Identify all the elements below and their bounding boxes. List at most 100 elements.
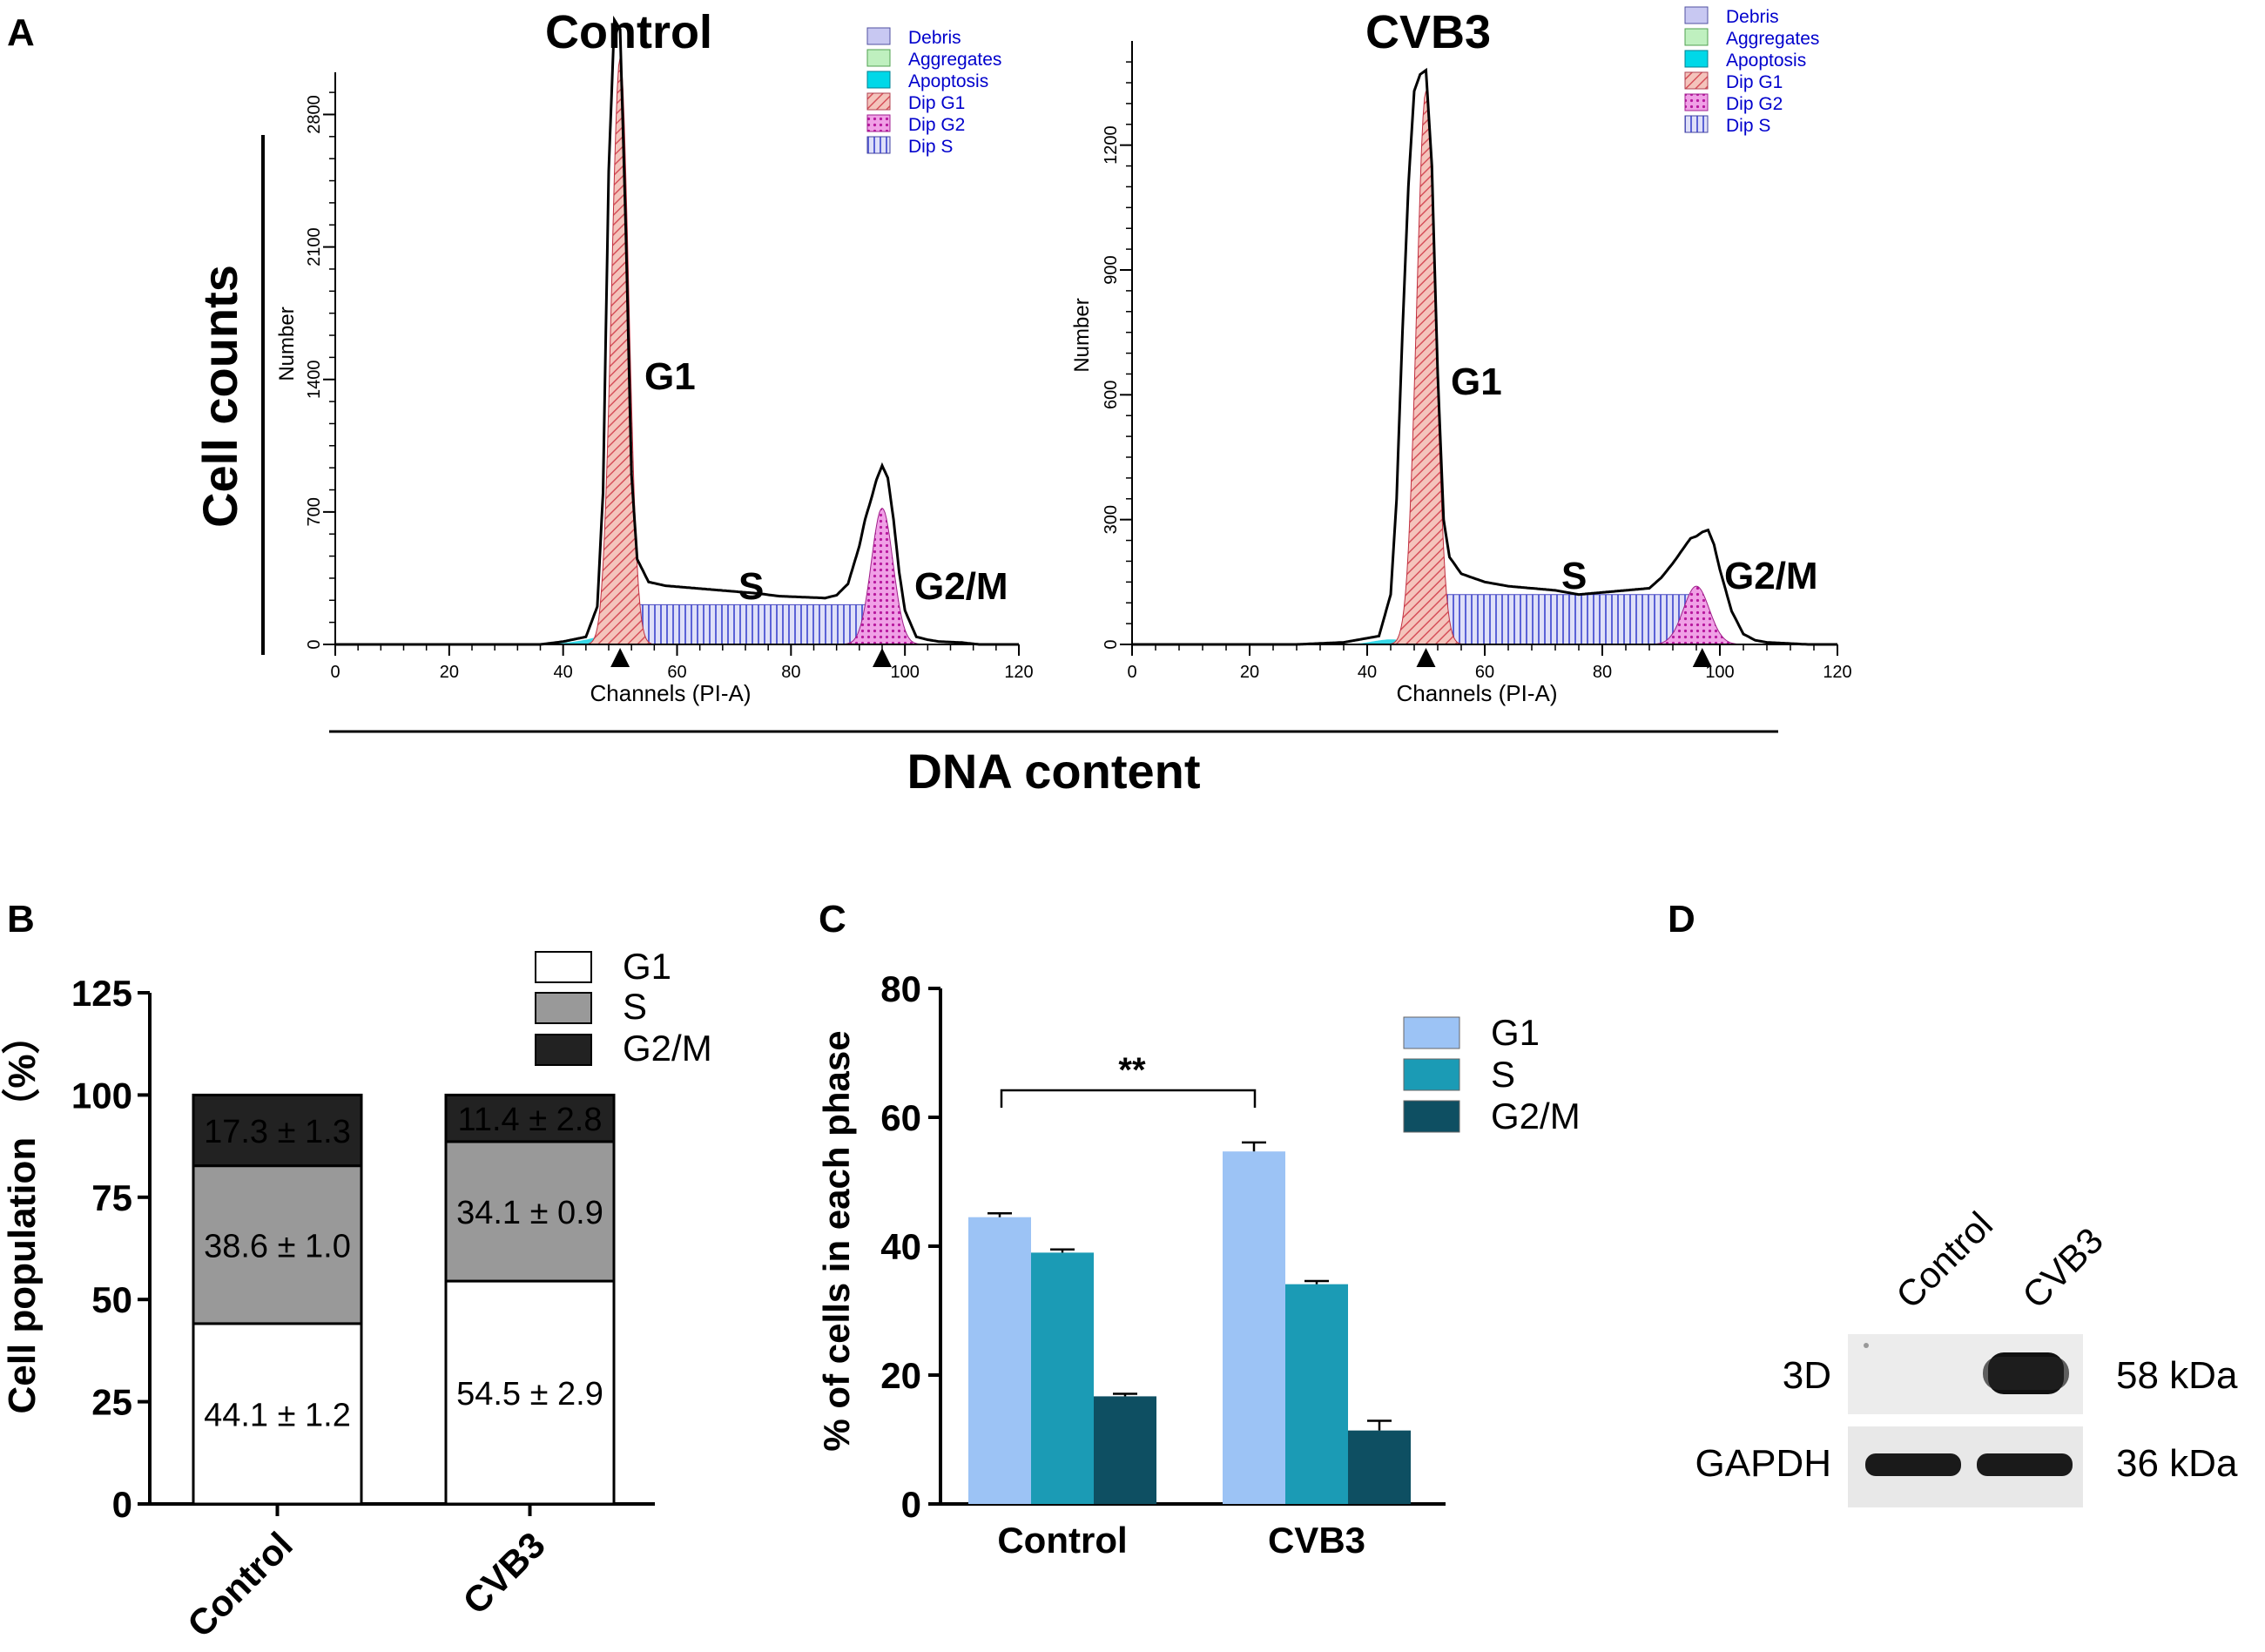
chart-ylabel: Cell population （%） <box>1 1015 44 1413</box>
x-tick-label: Control <box>997 1520 1127 1561</box>
histogram-ylabel: Number <box>275 307 299 381</box>
bar-value-label: 11.4 ± 2.8 <box>458 1102 603 1138</box>
legend-label-g1: G1 <box>623 946 671 987</box>
y-tick-label: 1200 <box>1102 125 1121 165</box>
panel-b-label: B <box>7 898 35 941</box>
y-tick-label: 125 <box>71 973 132 1014</box>
bar-g2m <box>1348 1430 1411 1504</box>
blot-row-label-gapdh: GAPDH <box>1695 1442 1831 1485</box>
legend-label-s: S <box>623 986 647 1027</box>
legend-label-debris: Debris <box>908 28 961 48</box>
x-tick-label: 60 <box>667 663 686 682</box>
y-tick-label: 75 <box>91 1177 132 1218</box>
bar-value-label: 34.1 ± 0.9 <box>456 1195 603 1231</box>
legend-label-dip-g2: Dip G2 <box>1726 94 1783 114</box>
panel-a-label: A <box>7 11 35 54</box>
bar-g2m <box>1094 1396 1156 1504</box>
histogram-ylabel: Number <box>1070 298 1094 372</box>
histogram-legend: Debris Aggregates Apoptosis Dip G1 Dip G… <box>866 27 1001 157</box>
legend-label-s: S <box>1491 1054 1515 1095</box>
peak-label-g2m: G2/M <box>1724 555 1818 597</box>
y-tick-label: 0 <box>112 1484 132 1525</box>
chart-ylabel: % of cells in each phase <box>816 1030 857 1451</box>
blot-band-gapdh-cvb3 <box>1977 1453 2073 1476</box>
y-tick-label: 0 <box>305 639 324 649</box>
x-tick-label: 100 <box>1705 663 1734 682</box>
y-tick-label: 700 <box>305 497 324 526</box>
bar-value-label: 54.5 ± 2.9 <box>456 1376 603 1413</box>
y-tick-label: 600 <box>1102 381 1121 409</box>
legend-label-debris: Debris <box>1726 7 1779 27</box>
peak-label-g1: G1 <box>644 355 696 398</box>
outer-ylabel: Cell counts <box>192 265 247 528</box>
histogram-cvb3: CVB3 Number Channels (PI-A) G1 S G2/M De… <box>1070 6 1852 706</box>
legend-label-g2m: G2/M <box>1491 1096 1581 1136</box>
peak-label-g1: G1 <box>1451 361 1502 403</box>
x-tick-label: 0 <box>1127 663 1136 682</box>
y-tick-label: 0 <box>1102 639 1121 649</box>
legend-label-apoptosis: Apoptosis <box>1726 51 1806 71</box>
legend-swatch-debris <box>1684 6 1709 24</box>
peak-label-s: S <box>738 565 764 608</box>
y-tick-label: 2800 <box>305 95 324 134</box>
bar-value-label: 38.6 ± 1.0 <box>204 1228 351 1264</box>
y-tick-label: 80 <box>880 968 921 1009</box>
legend-label-dip-g1: Dip G1 <box>908 93 965 113</box>
bar-s <box>1031 1252 1094 1504</box>
peak-marker <box>1692 648 1712 667</box>
x-tick-label: 60 <box>1475 663 1494 682</box>
y-tick-label: 40 <box>880 1226 921 1267</box>
lane-label-control: Control <box>1888 1204 2000 1316</box>
y-tick-label: 25 <box>91 1382 132 1423</box>
histogram-xlabel: Channels (PI-A) <box>1397 680 1558 706</box>
x-tick-label: 80 <box>781 663 800 682</box>
x-tick-label: 40 <box>1358 663 1377 682</box>
peak-marker <box>1416 648 1436 667</box>
legend-label-dip-g2: Dip G2 <box>908 115 965 135</box>
legend-swatch-g2m <box>535 1034 592 1066</box>
bar-segment-g1 <box>444 1279 616 1506</box>
peak-label-s: S <box>1561 555 1587 597</box>
legend-swatch-dip-g2 <box>866 114 891 132</box>
significance-bracket <box>1000 1089 1257 1108</box>
western-blot: Control CVB3 3D GAPDH 58 kDa 36 kDa <box>1695 1204 2238 1507</box>
x-tick-label: 120 <box>1004 663 1033 682</box>
y-tick-label: 50 <box>91 1279 132 1320</box>
outer-xlabel: DNA content <box>907 744 1200 799</box>
y-tick-label: 2100 <box>305 227 324 266</box>
bar-segment-g1 <box>192 1322 363 1506</box>
bar-s <box>1285 1284 1348 1504</box>
histogram-legend: Debris Aggregates Apoptosis Dip G1 Dip G… <box>1684 6 1819 136</box>
legend-label-dip-g1: Dip G1 <box>1726 72 1783 92</box>
x-tick-label: 80 <box>1593 663 1612 682</box>
blot-speck <box>1864 1343 1869 1348</box>
histogram-xlabel: Channels (PI-A) <box>590 680 752 706</box>
legend: G1 S G2/M <box>535 946 712 1069</box>
y-tick-label: 300 <box>1102 505 1121 534</box>
legend-swatch-dip-s <box>1684 115 1709 133</box>
blot-band-3d-cvb3-halo <box>1983 1357 2069 1390</box>
histogram-title: Control <box>545 6 712 58</box>
legend-swatch-dip-g1 <box>866 92 891 111</box>
legend-swatch-dip-g1 <box>1684 71 1709 90</box>
grouped-bar-chart: % of cells in each phase ** 0 20 40 60 80 Con… <box>816 968 1581 1561</box>
x-tick-label: CVB3 <box>455 1524 552 1622</box>
lane-label-cvb3: CVB3 <box>2014 1220 2111 1317</box>
histogram-control: Control Number Channels (PI-A) G1 S G2/M… <box>275 6 1034 706</box>
bar-g1 <box>1223 1151 1285 1504</box>
x-tick-label: 120 <box>1823 663 1851 682</box>
blot-row-label-3d: 3D <box>1783 1354 1831 1397</box>
legend-label-aggregates: Aggregates <box>908 50 1001 70</box>
legend-swatch-g1 <box>535 951 592 983</box>
stacked-bar-chart: Cell population （%） G1 S G2/M 0 25 50 75 100… <box>1 946 712 1645</box>
bar-segment-g2m <box>444 1093 616 1143</box>
peak-marker <box>873 648 892 667</box>
legend-swatch-debris <box>866 27 891 45</box>
bar-g1 <box>968 1217 1031 1504</box>
y-tick-label: 20 <box>880 1355 921 1396</box>
legend-label-g1: G1 <box>1491 1012 1540 1053</box>
x-tick-label: 0 <box>330 663 340 682</box>
legend-label-dip-s: Dip S <box>908 137 953 157</box>
bar-value-label: 44.1 ± 1.2 <box>204 1397 351 1433</box>
blot-band-gapdh-control <box>1865 1453 1961 1476</box>
